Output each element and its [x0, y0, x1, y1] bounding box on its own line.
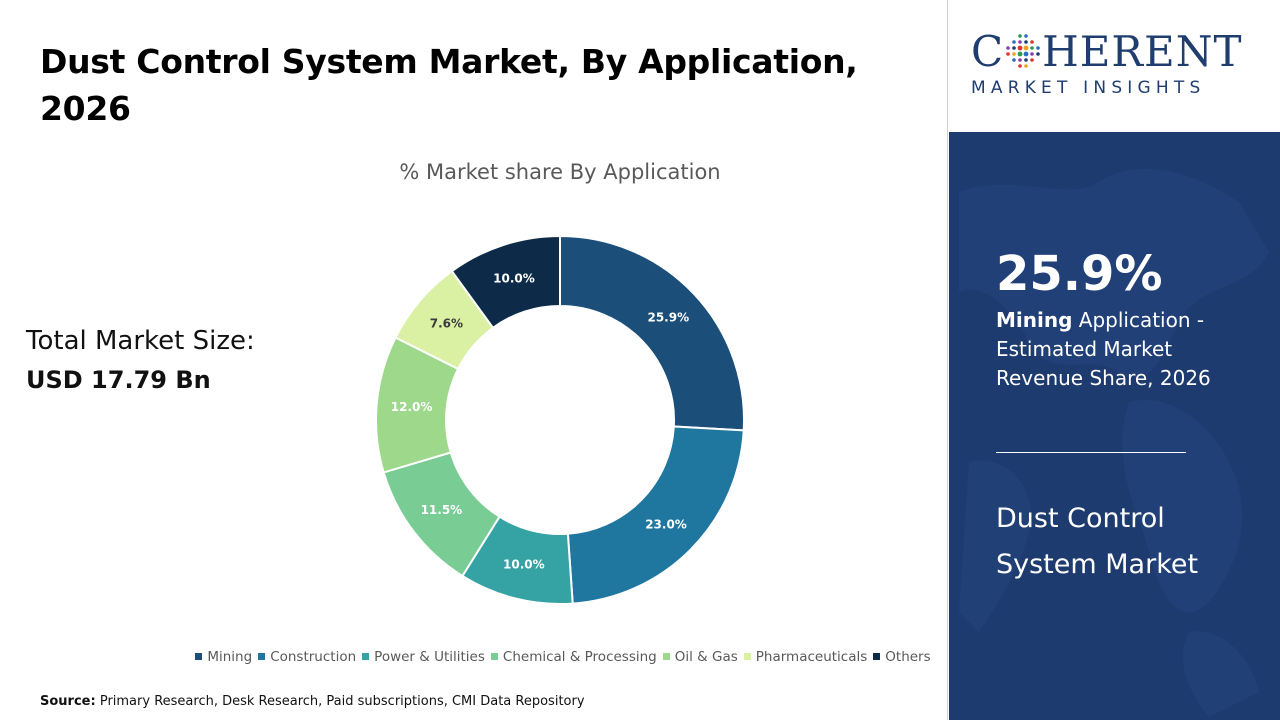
globe-dots-icon — [1006, 34, 1040, 68]
slice-label: 10.0% — [493, 271, 535, 285]
chart-legend: Mining Construction Power & Utilities Chemi… — [0, 649, 1126, 665]
highlight-description: Mining Application - Estimated Market Re… — [996, 306, 1256, 393]
world-map-watermark-icon — [959, 168, 1269, 717]
brand-logo: C HERENT MARKET INSIGHTS — [949, 0, 1280, 132]
legend-label: Power & Utilities — [374, 649, 485, 665]
legend-label: Mining — [207, 649, 253, 665]
highlight-card: 25.9% Mining Application - Estimated Mar… — [949, 132, 1280, 720]
legend-swatch — [743, 653, 751, 660]
legend-item: Others — [873, 649, 931, 665]
legend-swatch — [490, 653, 498, 660]
highlight-segment: Mining — [996, 308, 1073, 332]
market-name: Dust Control System Market — [996, 503, 1199, 580]
legend-item: Power & Utilities — [362, 649, 485, 665]
legend-item: Oil & Gas — [662, 649, 738, 665]
title-line-2: 2026 — [40, 89, 131, 128]
slice-label: 12.0% — [391, 400, 433, 414]
legend-label: Oil & Gas — [674, 649, 738, 665]
slice-label: 25.9% — [647, 311, 689, 325]
source-label: Source: — [40, 694, 96, 709]
legend-swatch — [195, 653, 203, 660]
total-market-label: Total Market Size: — [26, 326, 255, 356]
chart-title: % Market share By Application — [399, 160, 721, 184]
legend-label: Pharmaceuticals — [755, 649, 868, 665]
legend-item: Chemical & Processing — [490, 649, 657, 665]
title-line-1: Dust Control System Market, By Applicati… — [40, 42, 858, 81]
legend-swatch — [873, 653, 881, 660]
slice-label: 7.6% — [430, 317, 463, 331]
chart-panel: Dust Control System Market, By Applicati… — [26, 0, 948, 720]
brand-tagline: MARKET INSIGHTS — [971, 78, 1206, 98]
brand-name-end: HERENT — [1042, 27, 1243, 76]
legend-swatch — [662, 653, 670, 660]
donut-chart: 25.9% 23.0% 10.0% 11.5% 12.0% 7.6% 10.0% — [375, 234, 745, 605]
legend-label: Chemical & Processing — [502, 649, 657, 665]
legend-label: Construction — [270, 649, 357, 665]
divider — [996, 452, 1186, 453]
slice-label: 23.0% — [645, 518, 687, 532]
source-note: Source: Primary Research, Desk Research,… — [40, 694, 585, 709]
brand-wordmark: C HERENT — [971, 30, 1242, 74]
slice-label: 10.0% — [503, 558, 545, 572]
total-market-value: USD 17.79 Bn — [26, 366, 211, 394]
info-panel: C HERENT MARKET INSIGHTS 25.9% Mining App… — [949, 0, 1280, 720]
donut-slice-mining — [559, 234, 745, 432]
slice-label: 11.5% — [421, 503, 463, 517]
donut-slice-construction — [566, 425, 745, 605]
legend-swatch — [258, 653, 266, 660]
legend-swatch — [362, 653, 370, 660]
legend-item: Mining — [195, 649, 252, 665]
source-text: Primary Research, Desk Research, Paid su… — [99, 694, 585, 709]
legend-item: Construction — [258, 649, 356, 665]
donut-slice-others — [450, 234, 561, 330]
legend-label: Others — [885, 649, 931, 665]
page-title: Dust Control System Market, By Applicati… — [40, 38, 900, 132]
highlight-description-text: Application - Estimated Market Revenue S… — [996, 308, 1211, 390]
brand-name-start: C — [971, 27, 1005, 76]
legend-item: Pharmaceuticals — [743, 649, 868, 665]
highlight-percent: 25.9% — [996, 246, 1163, 302]
